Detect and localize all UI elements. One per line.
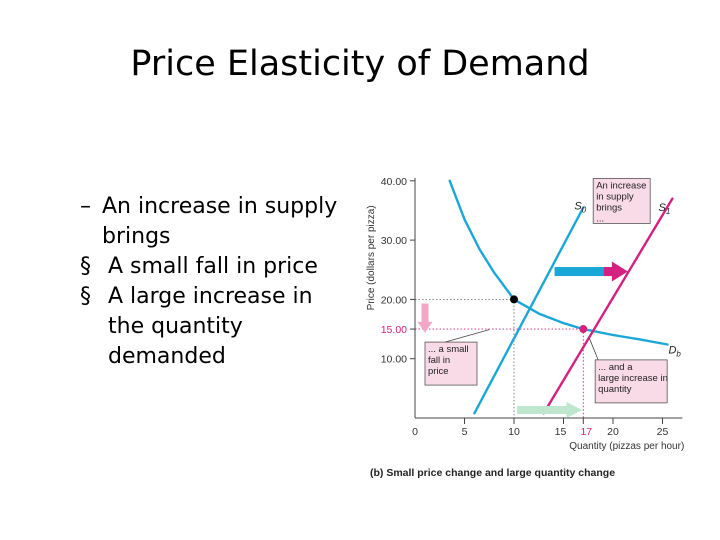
chart-caption: (b) Small price change and large quantit… <box>370 467 615 479</box>
y-tick-label: 10.00 <box>381 354 407 366</box>
y-tick-label: 40.00 <box>381 176 407 188</box>
supply-annotation-line: brings <box>596 202 622 213</box>
x-tick-label: 0 <box>412 426 418 438</box>
equilibrium-point-new <box>579 325 588 334</box>
price-annotation-line: price <box>428 366 449 377</box>
quantity-annotation-leader <box>588 337 599 361</box>
supply-shift-arrow-body <box>554 267 616 277</box>
bullet-text: An increase in supply brings <box>102 194 338 249</box>
x-tick-label: 17 <box>580 426 592 438</box>
supply-annotation-line: in supply <box>596 191 634 202</box>
curve-label-S_0: S0 <box>574 200 586 214</box>
quantity-annotation-line: ... and a <box>598 362 633 373</box>
bullet-marker: § <box>80 284 91 309</box>
bullet-marker: – <box>80 194 91 219</box>
x-tick-label: 20 <box>607 426 619 438</box>
price-fall-arrow-body <box>421 303 429 324</box>
curve-label-letter: D <box>668 344 676 356</box>
supply-shift-arrow-tip <box>603 267 614 277</box>
curve-label-letter: S <box>574 200 582 212</box>
curve-label-subscript: 1 <box>666 207 670 216</box>
curve-S_0 <box>473 206 585 415</box>
x-tick-label: 15 <box>555 426 567 438</box>
curve-S_1 <box>542 197 674 415</box>
bullet-price-fall: § A small fall in price <box>80 252 340 282</box>
quantity-annotation-text: ... and a large increase in quantity <box>598 362 668 395</box>
quantity-annotation-line: quantity <box>598 384 632 395</box>
supply-annotation-frame <box>592 178 651 224</box>
bullet-marker: § <box>80 254 91 279</box>
curve-D_b <box>448 179 669 346</box>
quantity-annotation-frame <box>594 359 668 404</box>
curve-label-subscript: b <box>676 349 681 358</box>
price-fall-arrow-head <box>417 321 433 333</box>
price-annotation-frame <box>424 341 478 386</box>
curve-label-D_b: Db <box>668 344 681 358</box>
price-annotation-text: ... a small fall in price <box>428 344 469 377</box>
curve-label-letter: S <box>659 202 667 214</box>
x-tick-label: 10 <box>508 426 520 438</box>
y-tick-label: 20.00 <box>381 294 407 306</box>
supply-annotation-line: An increase <box>596 180 646 191</box>
quantity-increase-arrow-body <box>516 406 568 414</box>
supply-shift-arrow-head <box>611 261 628 282</box>
bullet-list: – An increase in supply brings § A small… <box>80 192 340 372</box>
x-tick-label: 25 <box>657 426 669 438</box>
supply-annotation-text: An increase in supply brings... <box>596 180 646 224</box>
bullet-supply-increase: – An increase in supply brings <box>80 192 340 252</box>
quantity-annotation-line: large increase in <box>598 373 668 384</box>
quantity-increase-arrow-head <box>566 402 583 418</box>
bullet-text: A small fall in price <box>108 254 318 279</box>
y-tick-label: 30.00 <box>381 235 407 247</box>
price-annotation-line: fall in <box>428 355 450 366</box>
bullet-text: A large increase in the quantity demande… <box>108 284 313 369</box>
curve-label-S_1: S1 <box>659 202 671 216</box>
y-tick-label: 15.00 <box>381 324 407 336</box>
bullet-quantity-increase: § A large increase in the quantity deman… <box>80 282 340 372</box>
curve-label-subscript: 0 <box>582 205 587 214</box>
equilibrium-point-initial <box>510 295 518 304</box>
slide-title: Price Elasticity of Demand <box>130 44 590 84</box>
y-axis-title: Price (dollars per pizza) <box>366 205 377 310</box>
price-annotation-leader <box>444 329 490 343</box>
x-tick-label: 5 <box>462 426 468 438</box>
x-axis-title: Quantity (pizzas per hour) <box>569 441 684 452</box>
price-annotation-line: ... a small <box>428 344 469 355</box>
supply-annotation-line: ... <box>596 213 604 224</box>
